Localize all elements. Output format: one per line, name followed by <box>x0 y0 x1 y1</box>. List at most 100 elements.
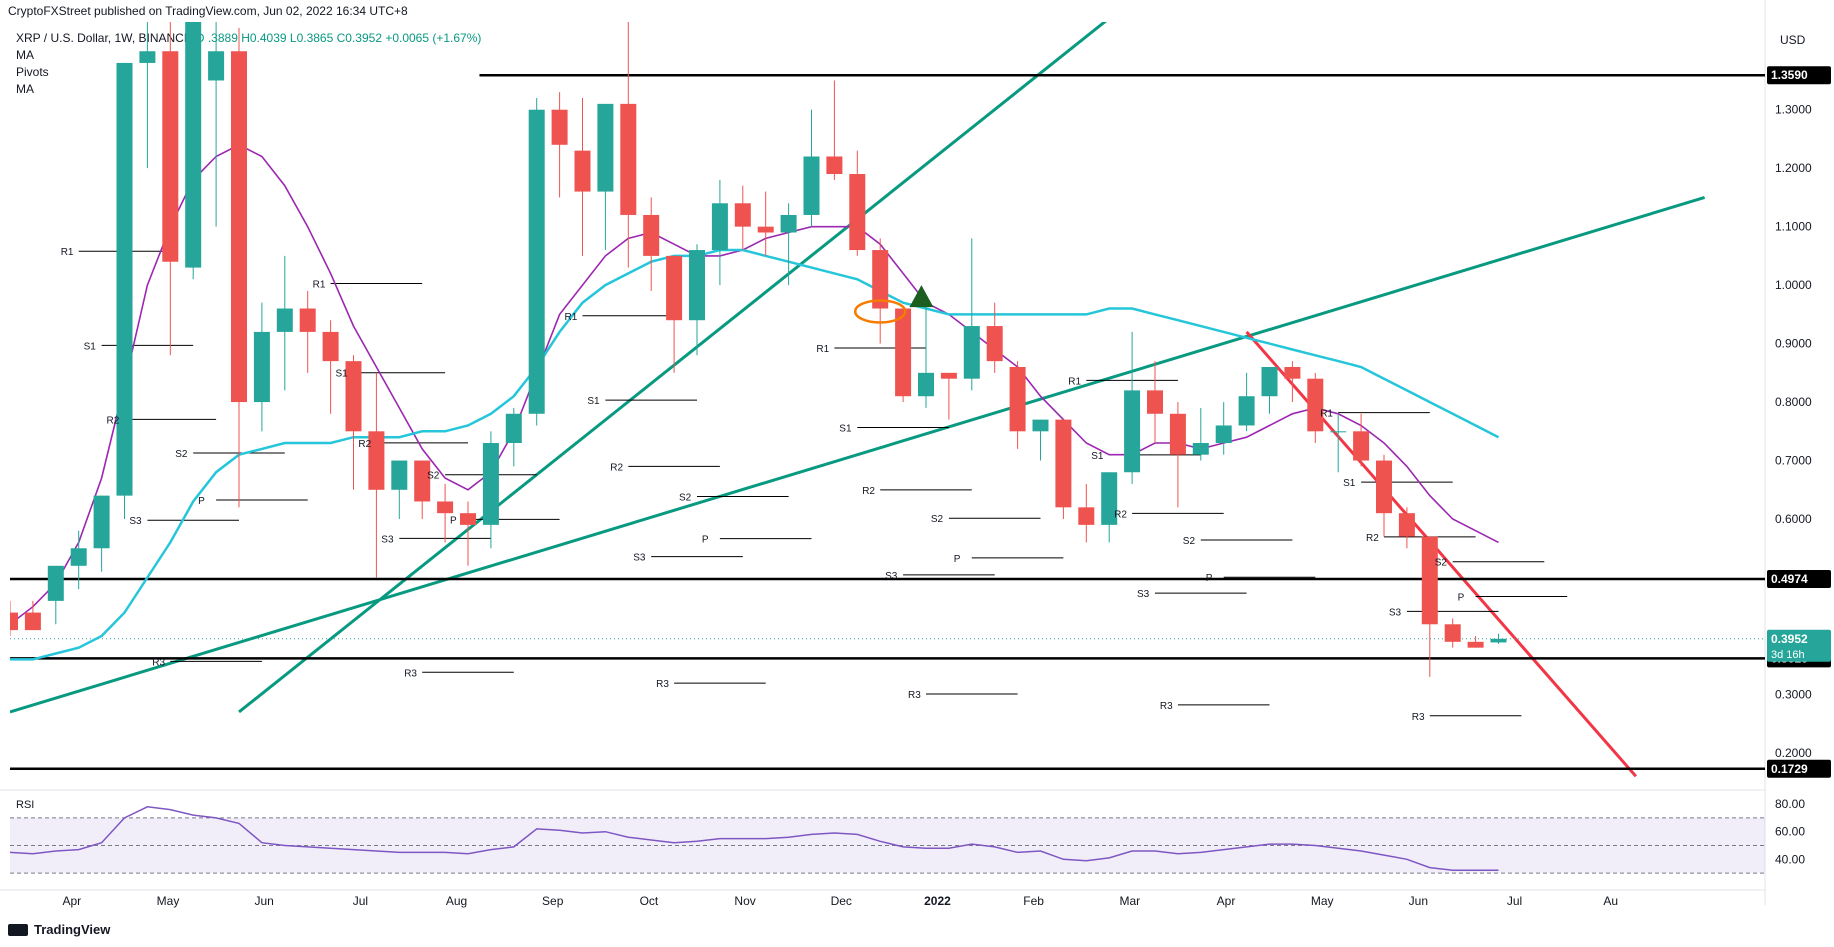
price-tick-label: 0.2000 <box>1775 746 1812 760</box>
time-axis-label: Apr <box>62 894 81 908</box>
candle-body <box>368 431 385 490</box>
candle-body <box>895 308 912 397</box>
bar-countdown-label: 3d 16h <box>1771 649 1805 661</box>
pivot-level-label: P <box>450 515 457 526</box>
candle-body <box>1101 472 1118 525</box>
horizontal-level-label: 0.1729 <box>1771 762 1808 776</box>
candle-body <box>918 372 934 397</box>
time-axis-label: Jul <box>1507 894 1522 908</box>
pivot-level-label: S2 <box>1435 558 1448 569</box>
pivot-level-label: R2 <box>1114 509 1127 520</box>
horizontal-level-tag <box>1767 759 1831 778</box>
time-axis-label: May <box>1311 894 1334 908</box>
pivot-level-label: R2 <box>862 486 875 497</box>
candle-body <box>597 103 614 192</box>
horizontal-level-tag <box>1767 570 1831 589</box>
pivot-level-label: R3 <box>1160 701 1173 712</box>
candle-body <box>1124 390 1141 473</box>
price-tick-label: 0.9000 <box>1775 337 1812 351</box>
candle-body <box>1192 443 1209 455</box>
pivot-level-label: R3 <box>908 690 921 701</box>
candle-body <box>322 331 339 362</box>
pivot-level-label: R1 <box>1068 376 1081 387</box>
current-price-tag <box>1767 629 1831 662</box>
pivot-level-label: R2 <box>107 415 120 426</box>
candle-body <box>24 612 41 631</box>
candle-body <box>276 308 293 332</box>
pivot-level-label: S3 <box>1389 607 1402 618</box>
candle-body <box>391 460 408 490</box>
tradingview-footer: TradingView <box>8 922 110 937</box>
candle-body <box>1444 624 1461 642</box>
price-tick-label: 1.1000 <box>1775 220 1812 234</box>
candle-body <box>299 308 316 332</box>
pivot-level-label: R1 <box>565 312 578 323</box>
pivot-level-label: P <box>1458 593 1465 604</box>
legend-study-ma-slow[interactable]: MA <box>16 82 34 96</box>
pivot-level-label: R3 <box>656 679 669 690</box>
candle-body <box>826 156 843 175</box>
candle-body <box>551 109 568 145</box>
candle-body <box>185 22 202 268</box>
candle-body <box>1238 396 1255 426</box>
legend-study-ma-fast[interactable]: MA <box>16 48 34 62</box>
price-tick-label: 0.3000 <box>1775 687 1812 701</box>
candle-body <box>70 548 87 566</box>
tradingview-logo-icon <box>8 923 28 936</box>
pivot-level-label: S3 <box>381 534 394 545</box>
candle-body <box>162 51 179 262</box>
time-axis-label: 2022 <box>924 894 951 908</box>
pivot-level-label: S2 <box>679 492 692 503</box>
pivot-level-label: S1 <box>587 396 600 407</box>
candle-body <box>1398 513 1415 537</box>
candle-body <box>1261 366 1278 397</box>
candle-body <box>208 51 225 81</box>
rsi-pane <box>0 789 1765 874</box>
pivot-level-label: R2 <box>610 462 623 473</box>
rsi-line <box>9 806 1499 872</box>
price-pane <box>10 22 1765 778</box>
time-axis-label: Aug <box>446 894 467 908</box>
pivot-level-label: R3 <box>1412 712 1425 723</box>
candle-body <box>1330 431 1347 433</box>
tradingview-brand: TradingView <box>34 922 111 937</box>
candle-body <box>1055 419 1072 508</box>
legend-study-pivots[interactable]: Pivots <box>16 65 49 79</box>
price-tick-label: 0.6000 <box>1775 512 1812 526</box>
price-tick-label: 0.7000 <box>1775 454 1812 468</box>
candle-body <box>116 62 133 496</box>
time-axis-label: Sep <box>542 894 564 908</box>
candle-body <box>643 214 660 256</box>
candle-body <box>437 501 454 514</box>
pivot-level-label: R1 <box>1320 409 1333 420</box>
pivot-level-label: S2 <box>931 514 944 525</box>
candle-body <box>47 565 64 601</box>
pivot-level-label: S1 <box>1343 478 1356 489</box>
candle-body <box>872 250 889 309</box>
candle-body <box>963 326 980 379</box>
pivot-level-label: S2 <box>427 471 440 482</box>
pivot-level-label: S2 <box>1183 536 1196 547</box>
time-axis-label: May <box>157 894 180 908</box>
price-tick-label: 1.3000 <box>1775 103 1812 117</box>
time-axis-label: Au <box>1603 894 1618 908</box>
time-axis-label: Feb <box>1023 894 1044 908</box>
price-tick-label: 1.0000 <box>1775 278 1812 292</box>
candle-body <box>1078 507 1095 525</box>
candle-body <box>10 612 18 631</box>
moving-average-line <box>10 248 1500 661</box>
candle-body <box>1307 378 1324 432</box>
pivot-level-label: S1 <box>84 341 97 352</box>
pivot-level-label: S3 <box>1137 589 1150 600</box>
legend-ohlc: O .3889 H0.4039 L0.3865 C0.3952 +0.0065 … <box>195 31 482 45</box>
candle-body <box>574 150 591 192</box>
candle-body <box>711 203 728 251</box>
trendline <box>238 22 1107 714</box>
candle-body <box>528 109 545 414</box>
price-tick-label: 1.2000 <box>1775 161 1812 175</box>
pivot-level-label: R3 <box>404 668 417 679</box>
candle-body <box>666 255 683 321</box>
pivot-level-label: R2 <box>1366 533 1379 544</box>
candle-body <box>1467 641 1484 648</box>
